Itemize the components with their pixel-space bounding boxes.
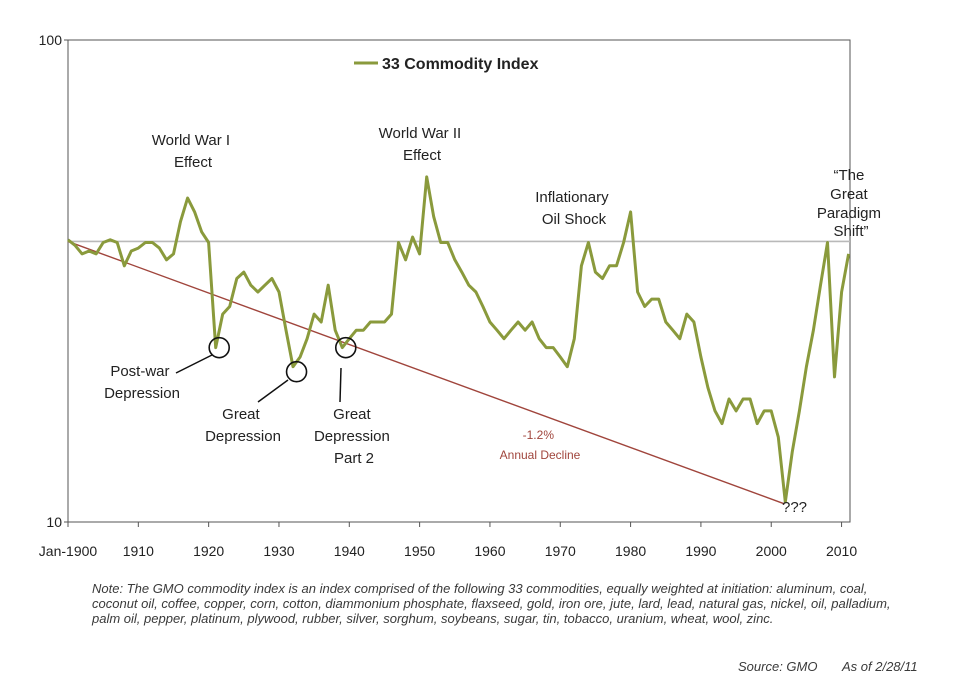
trend-line: [67, 240, 785, 505]
annotation-annual-decline: -1.2% Annual Decline: [500, 428, 581, 462]
annotation-post-war-depression: Post-war Depression: [104, 363, 180, 402]
leader-post-war: [175, 354, 213, 374]
y-tick-label: 100: [39, 32, 63, 48]
x-tick-label: 1950: [404, 543, 435, 559]
x-tick-label: 1980: [615, 543, 646, 559]
x-tick-label: 1940: [334, 543, 365, 559]
circle-marker: [208, 336, 230, 359]
x-tick-label: Jan-1900: [39, 543, 98, 559]
plot-area: [67, 39, 851, 523]
leader-great-depression: [257, 379, 289, 403]
x-tick-label: 2010: [826, 543, 857, 559]
x-tick-label: 1960: [474, 543, 505, 559]
x-tick-label: 1990: [685, 543, 716, 559]
as-of-date: As of 2/28/11: [842, 659, 918, 674]
annotation-oil-shock: Inflationary Oil Shock: [535, 189, 613, 228]
legend-label: 33 Commodity Index: [382, 56, 539, 73]
x-tick-label: 1930: [263, 543, 294, 559]
index-series-line: [67, 175, 851, 504]
source-label: Source: GMO: [738, 659, 818, 674]
annotation-ww2: World War II Effect: [379, 125, 466, 164]
annotation-great-depression-part2: Great Depression Part 2: [314, 406, 394, 467]
x-tick-label: 1910: [123, 543, 154, 559]
annotation-ww1: World War I Effect: [152, 132, 235, 171]
commodity-chart: 100 10 Jan-1900 1910 1920 1930 1940 1950 1960 19…: [39, 32, 885, 559]
circle-marker: [334, 336, 357, 359]
y-tick-label: 10: [46, 514, 62, 530]
annotation-question-marks: ???: [782, 499, 807, 516]
x-tick-label: 1920: [193, 543, 224, 559]
x-tick-label: 1970: [545, 543, 576, 559]
circle-marker: [285, 360, 308, 383]
annotation-great-depression: Great Depression: [205, 406, 281, 445]
annotation-paradigm-shift: “The Great Paradigm Shift”: [817, 167, 885, 240]
footnote: Note: The GMO commodity index is an inde…: [92, 581, 891, 626]
leader-great-depression-2: [339, 367, 342, 403]
x-tick-label: 2000: [756, 543, 787, 559]
